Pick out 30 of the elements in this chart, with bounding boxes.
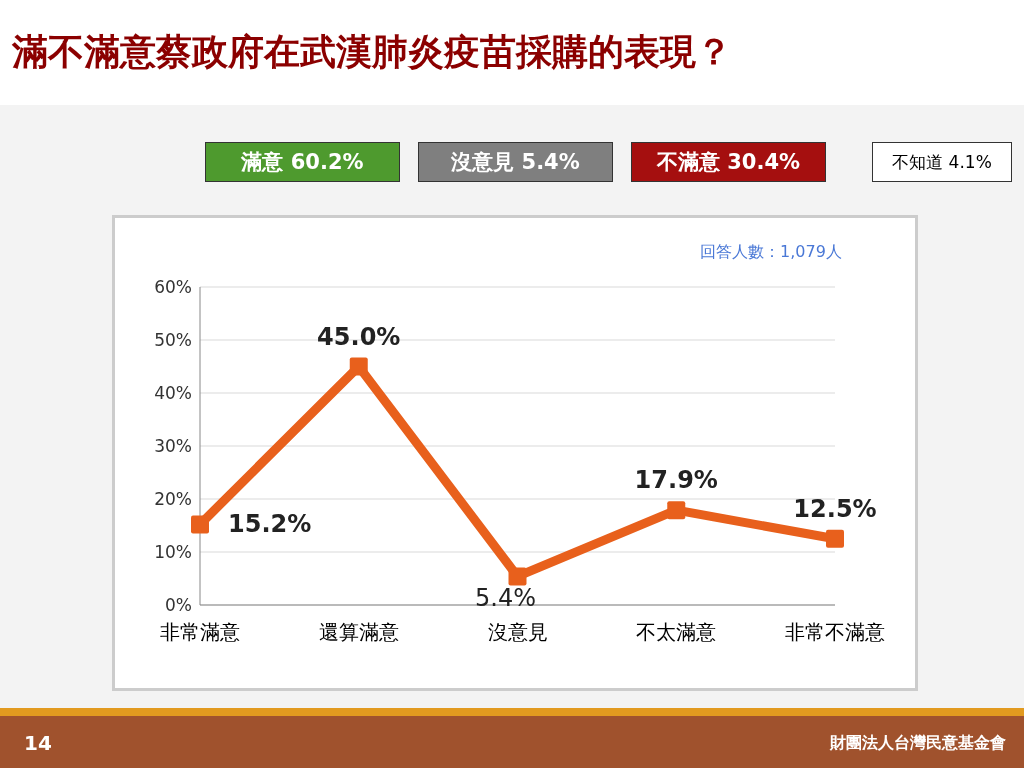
x-tick-label: 非常不滿意 bbox=[785, 620, 885, 645]
x-tick-label: 不太滿意 bbox=[636, 620, 717, 645]
y-tick-label: 60% bbox=[154, 277, 192, 298]
data-label: 5.4% bbox=[475, 584, 536, 613]
x-tick-label: 沒意見 bbox=[487, 620, 548, 645]
data-label: 45.0% bbox=[317, 322, 401, 351]
y-tick-label: 30% bbox=[154, 436, 192, 457]
chart-title: 滿不滿意蔡政府在武漢肺炎疫苗採購的表現？ bbox=[12, 30, 732, 74]
text: 滿意 60.2% bbox=[205, 142, 400, 182]
text: 回答人數：1,079人 bbox=[700, 242, 842, 263]
point bbox=[508, 567, 527, 586]
text: 財團法人台灣民意基金會 bbox=[830, 733, 1006, 754]
y-tick-label: 0% bbox=[165, 595, 192, 616]
text: 14 bbox=[24, 731, 52, 755]
y-tick-label: 10% bbox=[154, 542, 192, 563]
y-tick-label: 50% bbox=[154, 330, 192, 351]
point bbox=[826, 529, 844, 548]
point bbox=[667, 501, 686, 520]
text: 不滿意 30.4% bbox=[631, 142, 826, 182]
text: 沒意見 5.4% bbox=[418, 142, 613, 182]
text: 不知道 4.1% bbox=[872, 142, 1012, 182]
x-tick-label: 還算滿意 bbox=[318, 620, 399, 645]
y-tick-label: 20% bbox=[154, 489, 192, 510]
data-label: 17.9% bbox=[634, 466, 718, 495]
data-label: 15.2% bbox=[228, 510, 312, 539]
x-tick-label: 非常滿意 bbox=[160, 620, 240, 645]
point bbox=[349, 357, 368, 376]
point bbox=[191, 515, 209, 534]
y-tick-label: 40% bbox=[154, 383, 192, 404]
data-label: 12.5% bbox=[793, 494, 877, 523]
